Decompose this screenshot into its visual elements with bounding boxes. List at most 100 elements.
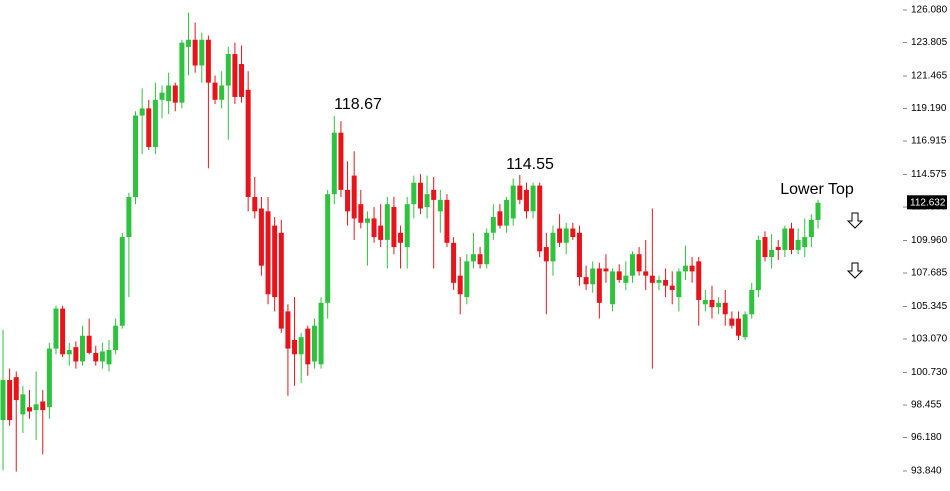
candle-body: [106, 350, 112, 365]
candle-body: [99, 351, 105, 362]
candle-body: [497, 211, 503, 226]
candle-body: [371, 218, 377, 238]
candle-body: [60, 308, 66, 355]
candle-body: [126, 197, 132, 238]
candle-body: [378, 225, 384, 240]
candle-body: [716, 302, 722, 308]
candle-body: [311, 325, 317, 362]
candle-body: [682, 265, 688, 272]
candle-body: [729, 318, 735, 326]
candle-body: [278, 232, 284, 329]
y-tick-label: 93.840: [911, 466, 942, 477]
candle-body: [769, 249, 775, 258]
candle-body: [464, 261, 470, 298]
annotation: Lower Top: [780, 181, 854, 198]
candle-body: [364, 218, 370, 223]
candle-body: [146, 108, 152, 147]
candle-body: [470, 254, 476, 262]
candle-body: [643, 271, 649, 276]
candle-body: [318, 302, 324, 365]
candle-body: [252, 197, 258, 212]
candle-body: [33, 404, 39, 411]
candle-body: [510, 185, 516, 219]
candle-body: [133, 115, 139, 198]
current-price-box: [907, 195, 947, 210]
current-price-label: 112.632: [910, 197, 946, 208]
candle-body: [417, 182, 423, 209]
candle-body: [735, 318, 741, 336]
candle-body: [404, 204, 410, 248]
price-axis: 126.080 123.805 121.465 119.190 116.915 114.5…: [903, 5, 948, 477]
candle-body: [596, 268, 602, 303]
candle-body: [755, 239, 761, 290]
candle-body: [742, 314, 748, 338]
candle-body: [424, 194, 430, 208]
candle-body: [305, 328, 311, 365]
candle-body: [53, 308, 59, 349]
candle-body: [563, 228, 569, 243]
candle-body: [205, 39, 211, 83]
candle-body: [762, 237, 768, 258]
candle-body: [159, 92, 165, 100]
candle-body: [285, 311, 291, 349]
candle-body: [431, 189, 437, 200]
candle-body: [484, 232, 490, 265]
candle-body: [444, 199, 450, 243]
candle-body: [583, 277, 589, 285]
candle-body: [590, 268, 596, 285]
candle-body: [550, 232, 556, 262]
candle-body: [186, 39, 192, 47]
candle-body: [46, 348, 52, 408]
candle-body: [504, 199, 510, 226]
candle-body: [795, 239, 801, 250]
candle-body: [119, 237, 125, 326]
candle-body: [192, 39, 198, 66]
candle-body: [325, 194, 331, 303]
candle-body: [265, 211, 271, 295]
candle-body: [258, 208, 264, 266]
candle-body: [80, 335, 86, 362]
candle-body: [775, 247, 781, 250]
candle-body: [0, 380, 6, 421]
candles: [0, 12, 821, 472]
candle-body: [7, 380, 13, 421]
candle-body: [20, 394, 26, 415]
candle-body: [212, 82, 218, 100]
candle-body: [172, 85, 178, 103]
candle-body: [27, 407, 33, 412]
candle-body: [623, 275, 629, 283]
y-tick-label: 116.915: [911, 136, 947, 147]
candle-body: [543, 247, 549, 262]
candle-body: [272, 225, 278, 298]
y-tick-label: 96.180: [911, 432, 942, 443]
down-arrow: [846, 212, 864, 229]
candle-body: [663, 279, 669, 286]
candle-body: [93, 352, 99, 362]
candle-body: [616, 271, 622, 280]
candle-body: [152, 99, 158, 147]
candle-body: [517, 185, 523, 200]
candle-body: [351, 175, 357, 219]
candle-body: [696, 261, 702, 300]
candle-body: [245, 89, 251, 198]
candle-body: [437, 199, 443, 212]
candle-body: [451, 242, 457, 283]
candle-body: [490, 217, 496, 233]
annotation: 118.67: [334, 96, 382, 113]
y-tick-label: 123.805: [911, 37, 948, 48]
candle-body: [457, 275, 463, 295]
candle-body: [384, 204, 390, 240]
candle-body: [232, 54, 238, 97]
candle-body: [523, 189, 529, 212]
candle-body: [676, 271, 682, 298]
candle-body: [219, 85, 225, 100]
candle-body: [815, 202, 821, 220]
candle-body: [576, 232, 582, 278]
candle-body: [709, 299, 715, 308]
candle-body: [669, 285, 675, 290]
y-tick-label: 114.575: [911, 169, 947, 180]
candle-body: [345, 189, 351, 212]
candle-body: [139, 108, 145, 116]
annotation: 114.55: [506, 156, 554, 173]
candle-body: [788, 228, 794, 250]
